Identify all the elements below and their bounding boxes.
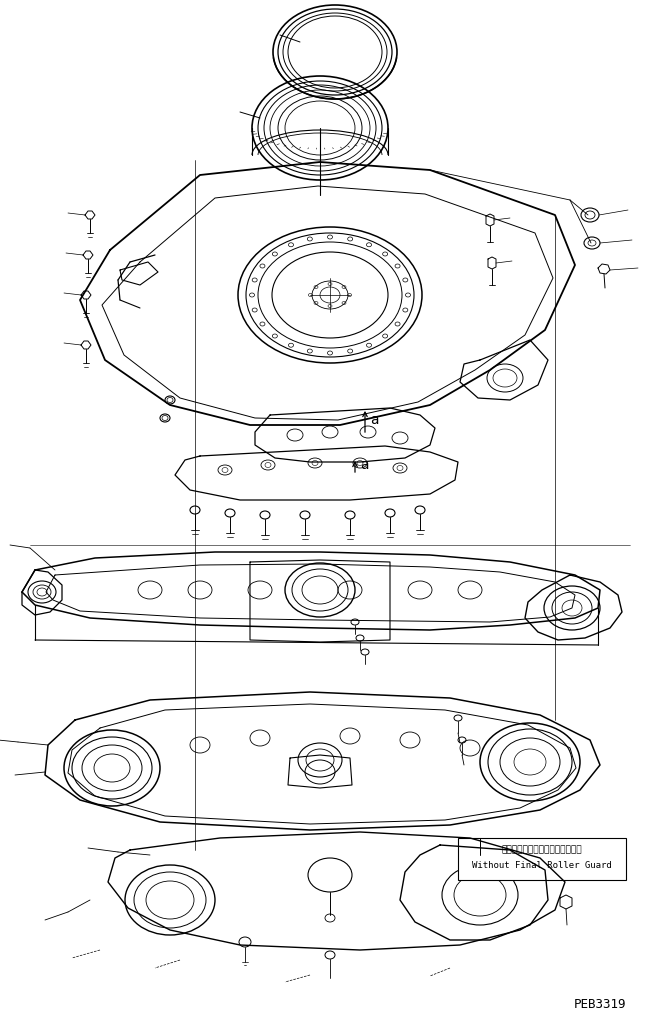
Text: ファイナルローラガード未装着時: ファイナルローラガード未装着時 bbox=[502, 845, 582, 854]
Bar bbox=[458, 838, 626, 880]
Text: a: a bbox=[370, 413, 379, 427]
Text: a: a bbox=[360, 458, 368, 472]
Text: Without Final Roller Guard: Without Final Roller Guard bbox=[472, 861, 612, 871]
Text: PEB3319: PEB3319 bbox=[574, 998, 626, 1011]
